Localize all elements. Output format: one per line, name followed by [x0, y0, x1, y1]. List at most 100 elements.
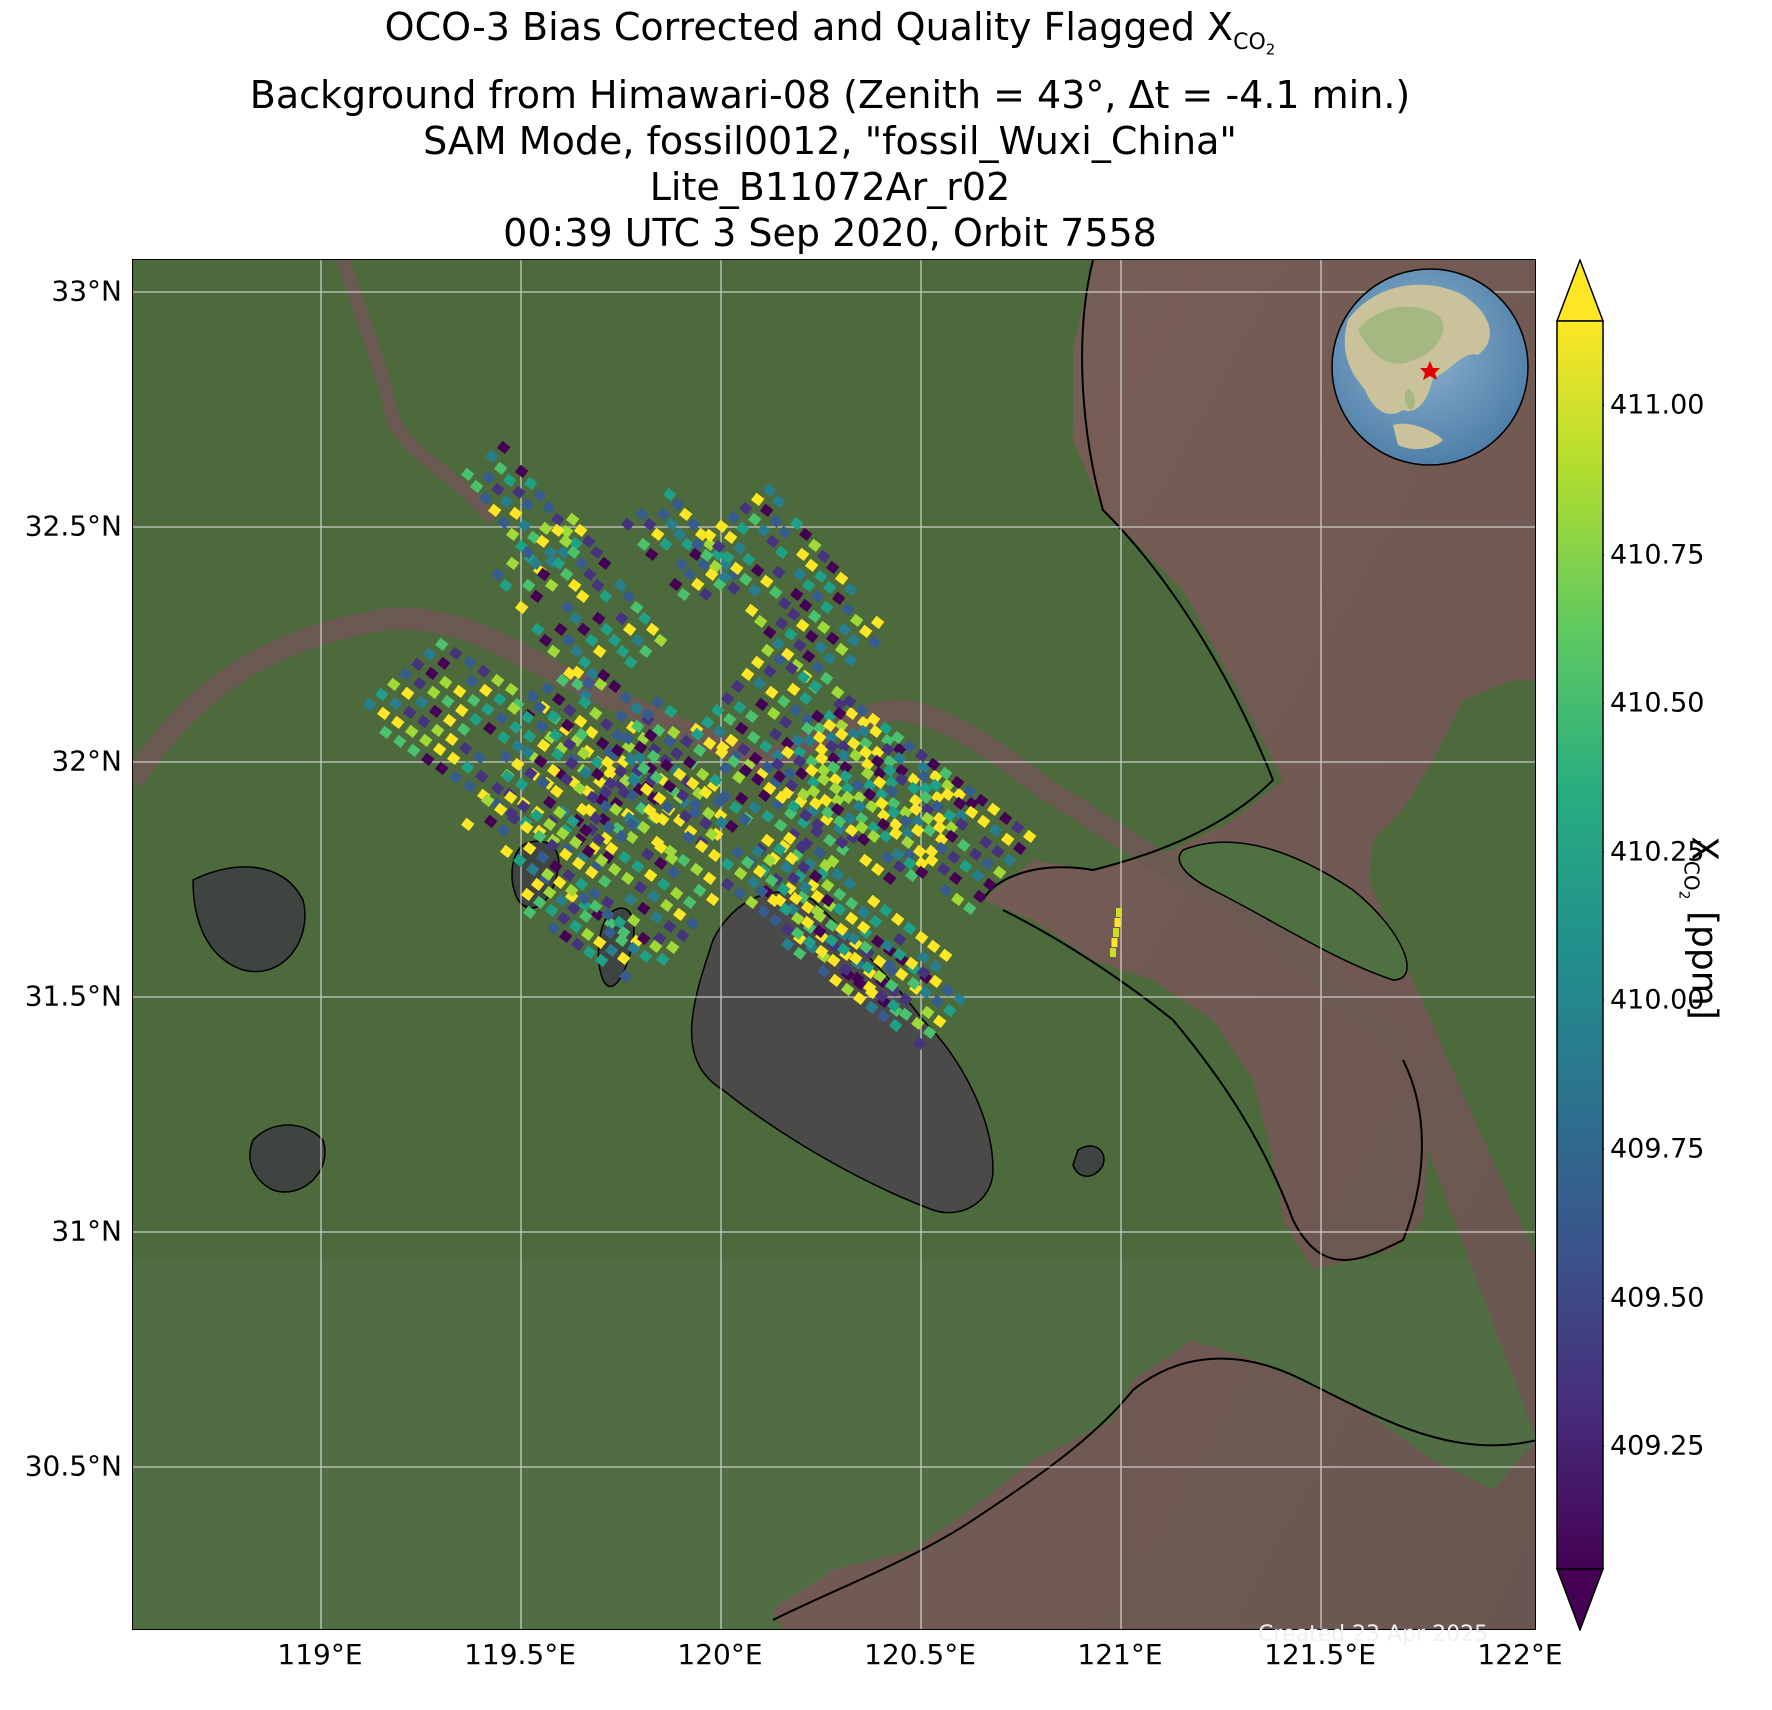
- xco2-sounding: [577, 655, 592, 670]
- xco2-sounding: [599, 717, 614, 732]
- xco2-sounding: [592, 935, 607, 950]
- xco2-sounding: [538, 521, 553, 536]
- xco2-sounding: [764, 685, 779, 700]
- xco2-sounding: [828, 772, 843, 787]
- xco2-sounding: [460, 467, 475, 482]
- xco2-sounding: [565, 814, 580, 829]
- xco2-sounding: [456, 722, 471, 737]
- xco2-sounding: [528, 556, 543, 571]
- xco2-sounding: [647, 742, 662, 757]
- xco2-sounding: [770, 797, 785, 812]
- xco2-sounding: [558, 929, 573, 944]
- xco2-sounding: [920, 811, 935, 826]
- xco2-sounding: [620, 871, 635, 886]
- lon-tick-0: 119°E: [277, 1638, 363, 1671]
- xco2-sounding: [882, 754, 897, 769]
- xco2-sounding: [988, 823, 1003, 838]
- xco2-sounding: [792, 745, 807, 760]
- xco2-sounding: [720, 877, 735, 892]
- xco2-sounding: [655, 952, 670, 967]
- xco2-sounding: [1000, 832, 1015, 847]
- xco2-sounding: [720, 550, 735, 565]
- xco2-sounding: [717, 570, 732, 585]
- xco2-sounding: [778, 902, 793, 917]
- xco2-sounding: [568, 536, 583, 551]
- xco2-sounding: [546, 921, 561, 936]
- xco2-sounding: [698, 587, 713, 602]
- lat-tick-1: 32.5°N: [24, 509, 122, 543]
- xco2-sounding: [808, 679, 823, 694]
- xco2-sounding: [900, 835, 915, 850]
- xco2-sounding: [638, 644, 653, 659]
- xco2-sounding: [956, 838, 971, 853]
- xco2-sounding: [786, 607, 801, 622]
- xco2-sounding: [588, 860, 603, 875]
- xco2-sounding: [840, 790, 855, 805]
- xco2-sounding: [672, 767, 687, 782]
- xco2-sounding: [662, 734, 677, 749]
- xco2-sounding: [890, 847, 905, 862]
- xco2-sounding: [802, 857, 817, 872]
- xco2-sounding: [768, 514, 783, 529]
- xco2-sounding: [580, 927, 595, 942]
- xco2-sounding: [938, 883, 953, 898]
- xco2-sounding: [520, 710, 535, 725]
- xco2-sounding: [630, 859, 645, 874]
- xco2-sounding: [674, 557, 689, 572]
- xco2-sounding: [843, 653, 858, 668]
- xco2-sounding: [630, 763, 645, 778]
- xco2-sounding: [632, 750, 647, 765]
- xco2-sounding: [752, 676, 767, 691]
- xco2-sounding: [906, 781, 921, 796]
- xco2-sounding: [826, 751, 841, 766]
- colorbar-tick-4: 410.00: [1610, 984, 1705, 1016]
- xco2-sounding: [814, 944, 829, 959]
- xco2-sounding: [886, 805, 901, 820]
- xco2-sounding: [540, 681, 555, 696]
- xco2-sounding: [924, 844, 939, 859]
- xco2-sounding: [796, 670, 811, 685]
- xco2-sounding: [952, 992, 967, 1007]
- xco2-sounding: [487, 503, 502, 518]
- xco2-sounding: [500, 769, 515, 784]
- xco2-sounding: [585, 666, 600, 681]
- map-panel[interactable]: [132, 259, 1536, 1630]
- xco2-sounding: [825, 854, 840, 869]
- title-line-4: Lite_B11072Ar_r02: [649, 164, 1011, 209]
- xco2-sounding: [629, 600, 644, 615]
- xco2-sounding: [574, 851, 589, 866]
- xco2-sounding: [567, 578, 582, 593]
- xco2-sounding: [648, 939, 663, 954]
- xco2-sounding: [806, 803, 821, 818]
- xco2-sounding: [598, 785, 613, 800]
- xco2-sounding: [932, 1014, 947, 1029]
- xco2-sounding: [882, 763, 897, 778]
- xco2-sounding: [760, 643, 775, 658]
- xco2-sounding: [768, 913, 783, 928]
- xco2-sounding: [498, 749, 513, 764]
- xco2-sounding: [726, 510, 741, 525]
- xco2-sounding: [484, 449, 499, 464]
- xco2-sounding: [820, 893, 835, 908]
- xco2-sounding: [813, 569, 828, 584]
- xco2-sounding: [663, 844, 678, 859]
- xco2-sounding: [772, 652, 787, 667]
- xco2-sounding: [452, 684, 467, 699]
- xco2-sounding: [503, 790, 518, 805]
- xco2-sounding: [586, 841, 601, 856]
- xco2-sounding: [810, 660, 825, 675]
- xco2-sounding: [578, 823, 593, 838]
- xco2-sounding: [688, 797, 703, 812]
- xco2-sounding: [842, 811, 857, 826]
- xco2-sounding: [585, 790, 600, 805]
- xco2-sounding: [750, 492, 765, 507]
- xco2-sounding: [834, 571, 849, 586]
- xco2-sounding: [904, 956, 919, 971]
- xco2-sounding: [680, 537, 695, 552]
- xco2-sounding: [490, 781, 505, 796]
- xco2-sounding: [934, 832, 949, 847]
- xco2-sounding: [860, 766, 875, 781]
- xco2-sounding: [792, 754, 807, 769]
- xco2-sounding: [474, 769, 489, 784]
- xco2-sounding: [734, 721, 749, 736]
